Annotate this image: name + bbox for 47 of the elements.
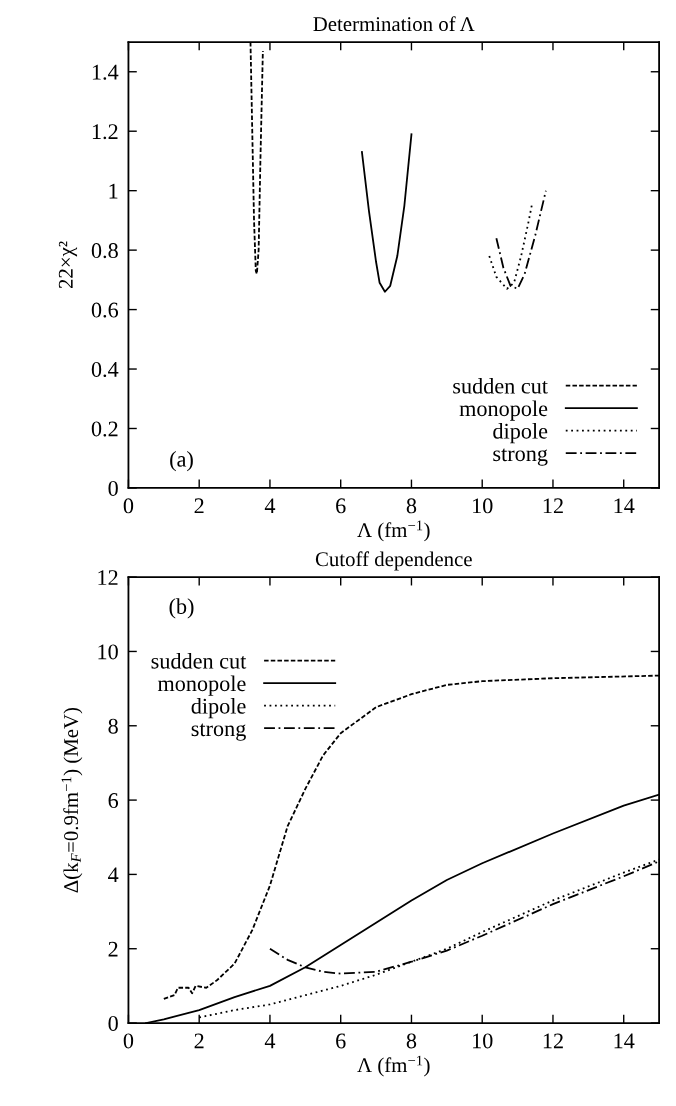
y-tick-label: 2	[108, 941, 118, 957]
y-tick-label: 1.2	[92, 124, 118, 140]
chart-title: Cutoff dependence	[315, 551, 472, 571]
x-tick-label: 2	[194, 498, 204, 514]
y-axis-title: Δ(k$_{F}$=0.9fm$^{−1}$) (MeV)	[61, 707, 83, 893]
x-tick-label: 4	[264, 498, 276, 514]
legend-label: dipole	[493, 423, 548, 444]
x-tick-label: 8	[406, 498, 417, 514]
y-tick-label: 0.8	[91, 243, 118, 259]
x-tick-label: 8	[406, 1033, 417, 1049]
x-tick-label: 6	[336, 498, 346, 514]
y-tick-label: 1.4	[92, 64, 119, 80]
y-axis-title: 22×χ²	[58, 241, 78, 289]
y-tick-label: 0	[108, 480, 118, 496]
x-tick-label: 12	[543, 498, 563, 514]
legend-label: monopole	[459, 400, 548, 421]
x-axis-title: Λ (fm$^{−1}$)	[357, 1055, 430, 1077]
y-tick-label: 0	[108, 1015, 118, 1031]
x-tick-label: 10	[473, 1033, 493, 1049]
y-tick-label: 6	[108, 793, 119, 809]
annotation: (b)	[169, 598, 194, 619]
y-tick-label: 0.4	[91, 361, 119, 378]
legend-label: sudden cut	[453, 377, 548, 394]
legend-label: strong	[191, 723, 246, 741]
x-tick-label: 12	[543, 1033, 563, 1049]
legend-label: monopole	[157, 675, 246, 696]
y-tick-label: 0.6	[91, 302, 119, 318]
x-tick-label: 14	[614, 498, 635, 514]
legend-label: dipole	[191, 698, 246, 719]
x-axis-title: Λ (fm$^{−1}$)	[357, 520, 430, 542]
y-tick-label: 1	[109, 183, 118, 199]
x-tick-label: 14	[614, 1033, 635, 1049]
x-tick-label: 6	[336, 1033, 346, 1049]
y-tick-label: 12	[98, 570, 118, 585]
x-tick-label: 0	[123, 498, 134, 514]
x-tick-label: 0	[123, 1033, 134, 1049]
chart-title: Determination of Λ	[313, 16, 475, 32]
y-tick-label: 0.2	[91, 421, 118, 437]
x-tick-label: 2	[194, 1033, 204, 1049]
legend-label: strong	[493, 448, 548, 466]
y-tick-label: 10	[98, 644, 118, 660]
y-tick-label: 8	[108, 718, 118, 734]
x-tick-label: 4	[264, 1033, 276, 1049]
legend-label: sudden cut	[151, 653, 247, 669]
y-tick-label: 4	[108, 867, 119, 883]
x-tick-label: 10	[473, 498, 493, 514]
annotation: (a)	[170, 451, 193, 472]
